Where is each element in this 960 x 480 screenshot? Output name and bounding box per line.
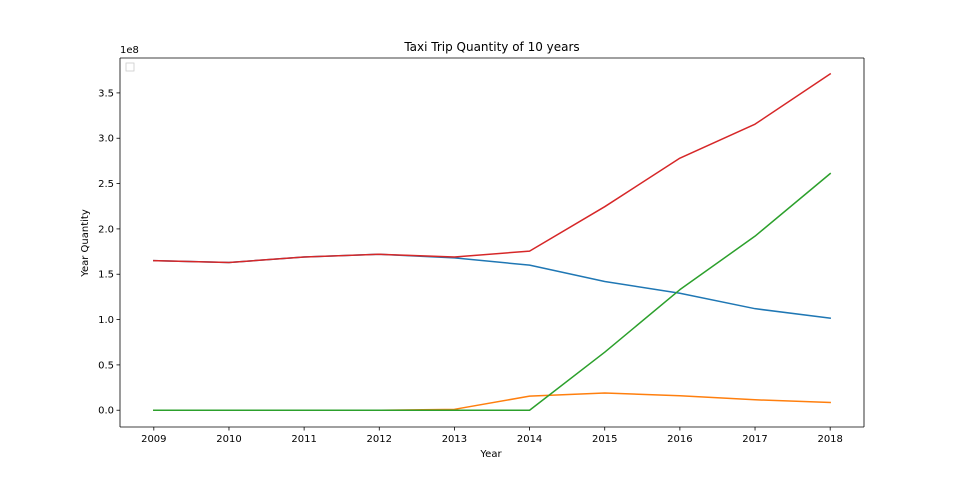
y-tick-label: 1.0 bbox=[98, 315, 114, 326]
y-tick-label: 0.5 bbox=[98, 360, 114, 371]
y-tick-label: 3.5 bbox=[98, 88, 114, 99]
x-tick-label: 2014 bbox=[517, 434, 542, 445]
x-tick-label: 2017 bbox=[742, 434, 767, 445]
y-tick-label: 2.5 bbox=[98, 179, 114, 190]
y-tick-label: 0.0 bbox=[98, 406, 114, 417]
series-line-3 bbox=[153, 172, 832, 411]
x-axis-label: Year bbox=[479, 449, 502, 460]
y-tick-label: 1.5 bbox=[98, 270, 114, 281]
series-layer bbox=[153, 72, 832, 411]
legend-marker bbox=[125, 62, 135, 72]
x-tick-label: 2018 bbox=[817, 434, 842, 445]
y-tick-label: 3.0 bbox=[98, 134, 114, 145]
y-axis-ticks: 0.0 0.5 1.0 1.5 2.0 2.5 3.0 3.5 bbox=[98, 88, 120, 417]
series-line-1 bbox=[153, 253, 832, 320]
x-tick-label: 2012 bbox=[367, 434, 392, 445]
x-tick-label: 2016 bbox=[667, 434, 692, 445]
x-tick-label: 2013 bbox=[442, 434, 467, 445]
y-offset-label: 1e8 bbox=[120, 45, 139, 56]
x-tick-label: 2009 bbox=[141, 434, 166, 445]
y-axis-label: Year Quantity bbox=[80, 209, 91, 278]
series-line-4 bbox=[153, 72, 832, 264]
x-tick-label: 2011 bbox=[291, 434, 316, 445]
x-axis-ticks: 2009 2010 2011 2012 2013 2014 2015 2016 2017 2018 bbox=[141, 427, 843, 445]
chart-title: Taxi Trip Quantity of 10 years bbox=[403, 40, 579, 54]
x-tick-label: 2010 bbox=[216, 434, 241, 445]
axes bbox=[119, 57, 865, 428]
x-tick-label: 2015 bbox=[592, 434, 617, 445]
series-line-2 bbox=[153, 392, 831, 411]
y-tick-label: 2.0 bbox=[98, 224, 114, 235]
